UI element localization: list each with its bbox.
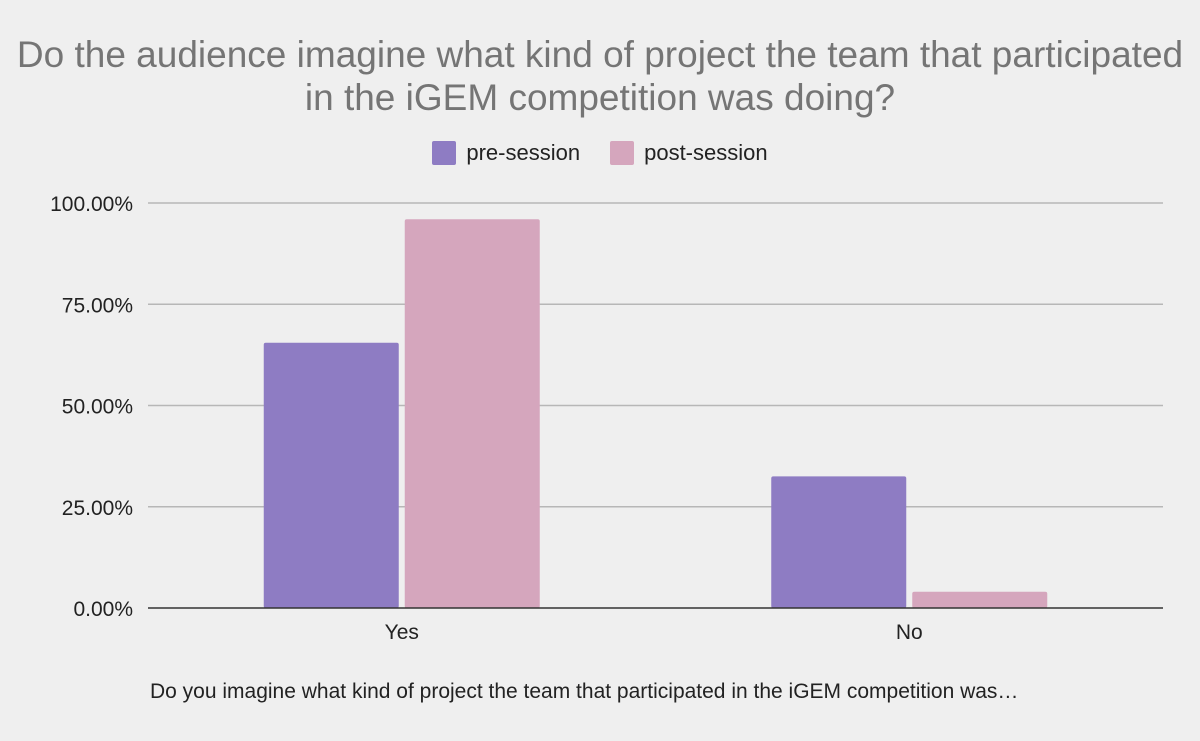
- legend: pre-session post-session: [0, 140, 1200, 166]
- legend-item-post-session: post-session: [610, 140, 768, 166]
- y-tick-label: 100.00%: [50, 193, 133, 216]
- y-tick-label: 25.00%: [62, 497, 133, 520]
- bar-pre-session-no: [771, 476, 907, 608]
- bar-post-session-no: [912, 591, 1048, 608]
- y-tick-label: 50.00%: [62, 396, 133, 419]
- x-tick-label: Yes: [385, 621, 419, 644]
- bar-post-session-yes: [404, 219, 540, 608]
- chart-title: Do the audience imagine what kind of pro…: [16, 34, 1184, 118]
- legend-item-pre-session: pre-session: [432, 140, 580, 166]
- x-tick-label: No: [896, 621, 923, 644]
- bar-pre-session-yes: [263, 342, 399, 608]
- legend-label-pre-session: pre-session: [466, 140, 581, 165]
- y-tick-label: 0.00%: [73, 598, 133, 621]
- legend-swatch-post-session: [610, 141, 635, 165]
- x-axis-title: Do you imagine what kind of project the …: [150, 680, 1019, 703]
- legend-swatch-pre-session: [432, 141, 457, 165]
- y-tick-label: 75.00%: [62, 294, 133, 317]
- legend-label-post-session: post-session: [644, 140, 768, 165]
